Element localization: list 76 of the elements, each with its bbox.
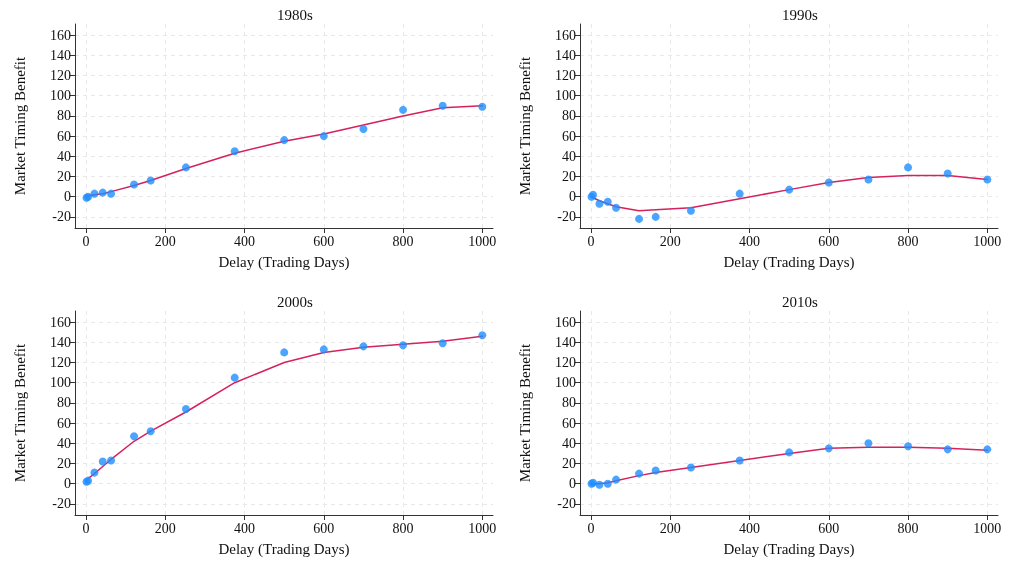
x-tick-label: 200 <box>659 520 681 536</box>
x-tick-label: 0 <box>82 233 90 249</box>
y-tick-label: 0 <box>569 189 576 205</box>
y-tick-label: 120 <box>555 68 576 83</box>
y-tick-label: 100 <box>555 88 576 104</box>
chart-title: 1990s <box>782 6 819 23</box>
y-tick-label: 160 <box>555 27 576 43</box>
x-tick-label: 200 <box>659 233 681 249</box>
y-tick-label: 140 <box>50 334 71 350</box>
y-tick-label: 20 <box>57 455 71 471</box>
chart-title: 2010s <box>782 293 819 310</box>
y-tick-label: 100 <box>555 375 576 391</box>
x-axis-title: Delay (Trading Days) <box>218 540 350 558</box>
y-tick-label: 80 <box>57 395 71 411</box>
x-tick-label: 800 <box>392 233 414 249</box>
chart-title: 1980s <box>277 6 314 23</box>
y-tick-label: 40 <box>562 148 576 164</box>
y-tick-label: 120 <box>555 355 576 371</box>
y-tick-label: 120 <box>50 68 71 83</box>
x-tick-label: 400 <box>739 520 761 536</box>
y-tick-label: 60 <box>562 415 576 431</box>
y-tick-label: 0 <box>569 476 576 492</box>
y-tick-label: -20 <box>52 496 71 512</box>
x-tick-label: 600 <box>818 233 840 249</box>
x-tick-label: 600 <box>313 233 335 249</box>
x-axis-title: Delay (Trading Days) <box>723 540 855 558</box>
y-tick-label: 140 <box>50 47 71 63</box>
x-tick-label: 400 <box>234 233 256 249</box>
y-tick-label: 40 <box>57 435 71 451</box>
x-tick-label: 400 <box>739 233 761 249</box>
x-axis-title: Delay (Trading Days) <box>723 253 855 271</box>
y-tick-label: 40 <box>57 148 71 164</box>
x-tick-label: 0 <box>82 520 90 536</box>
x-tick-label: 400 <box>234 520 256 536</box>
x-tick-label: 0 <box>587 233 595 249</box>
y-tick-label: 100 <box>50 88 71 104</box>
y-axis-title: Market Timing Benefit <box>516 56 533 196</box>
y-tick-label: 80 <box>57 108 71 124</box>
y-tick-label: 60 <box>57 128 71 144</box>
x-tick-label: 800 <box>897 520 919 536</box>
y-tick-label: 160 <box>50 314 71 330</box>
x-tick-label: 800 <box>392 520 414 536</box>
x-tick-label: 600 <box>818 520 840 536</box>
y-tick-label: 20 <box>562 455 576 471</box>
y-tick-label: 140 <box>555 334 576 350</box>
x-tick-label: 1000 <box>973 520 1002 536</box>
x-tick-label: 800 <box>897 233 919 249</box>
x-tick-label: 1000 <box>468 520 497 536</box>
y-tick-label: 80 <box>562 108 576 124</box>
y-axis-title: Market Timing Benefit <box>516 343 533 483</box>
y-tick-label: 160 <box>50 27 71 43</box>
x-axis-title: Delay (Trading Days) <box>218 253 350 271</box>
y-tick-label: 20 <box>562 168 576 184</box>
y-axis-title: Market Timing Benefit <box>11 343 28 483</box>
x-tick-label: 200 <box>154 520 176 536</box>
y-tick-label: 60 <box>57 415 71 431</box>
chart-title: 2000s <box>277 293 314 310</box>
y-tick-label: 0 <box>64 189 71 205</box>
y-tick-label: 0 <box>64 476 71 492</box>
y-tick-label: 80 <box>562 395 576 411</box>
y-tick-label: -20 <box>557 496 576 512</box>
y-tick-label: -20 <box>557 209 576 225</box>
y-tick-label: 100 <box>50 375 71 391</box>
y-tick-label: 160 <box>555 314 576 330</box>
y-tick-label: 120 <box>50 355 71 371</box>
y-axis-title: Market Timing Benefit <box>11 56 28 196</box>
y-tick-label: 20 <box>57 168 71 184</box>
y-tick-label: -20 <box>52 209 71 225</box>
y-tick-label: 40 <box>562 435 576 451</box>
x-tick-label: 200 <box>154 233 176 249</box>
y-tick-label: 140 <box>555 47 576 63</box>
x-tick-label: 600 <box>313 520 335 536</box>
x-tick-label: 1000 <box>973 233 1002 249</box>
x-tick-label: 0 <box>587 520 595 536</box>
x-tick-label: 1000 <box>468 233 497 249</box>
y-tick-label: 60 <box>562 128 576 144</box>
